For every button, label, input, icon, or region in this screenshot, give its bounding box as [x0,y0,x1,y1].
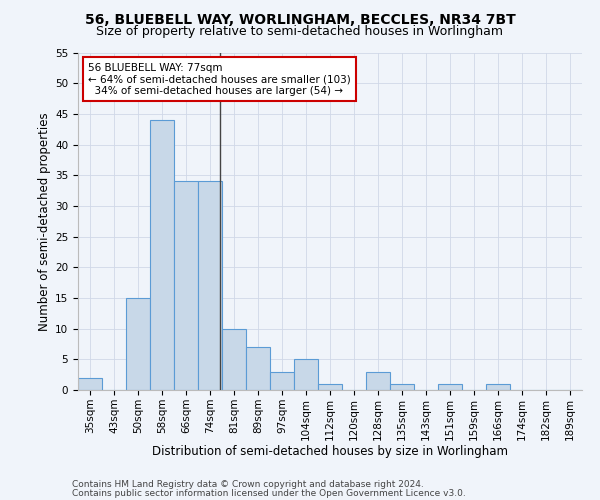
Bar [246,347,270,390]
Bar [390,384,414,390]
Bar [198,182,222,390]
Text: Contains public sector information licensed under the Open Government Licence v3: Contains public sector information licen… [72,488,466,498]
X-axis label: Distribution of semi-detached houses by size in Worlingham: Distribution of semi-detached houses by … [152,446,508,458]
Bar [150,120,174,390]
Bar [366,372,390,390]
Y-axis label: Number of semi-detached properties: Number of semi-detached properties [38,112,51,330]
Bar [174,182,198,390]
Bar [486,384,510,390]
Bar [126,298,150,390]
Bar [78,378,102,390]
Bar [270,372,294,390]
Bar [222,328,246,390]
Bar [294,360,318,390]
Bar [318,384,342,390]
Bar [438,384,462,390]
Text: 56, BLUEBELL WAY, WORLINGHAM, BECCLES, NR34 7BT: 56, BLUEBELL WAY, WORLINGHAM, BECCLES, N… [85,12,515,26]
Text: Size of property relative to semi-detached houses in Worlingham: Size of property relative to semi-detach… [97,25,503,38]
Text: 56 BLUEBELL WAY: 77sqm
← 64% of semi-detached houses are smaller (103)
  34% of : 56 BLUEBELL WAY: 77sqm ← 64% of semi-det… [88,62,351,96]
Text: Contains HM Land Registry data © Crown copyright and database right 2024.: Contains HM Land Registry data © Crown c… [72,480,424,489]
